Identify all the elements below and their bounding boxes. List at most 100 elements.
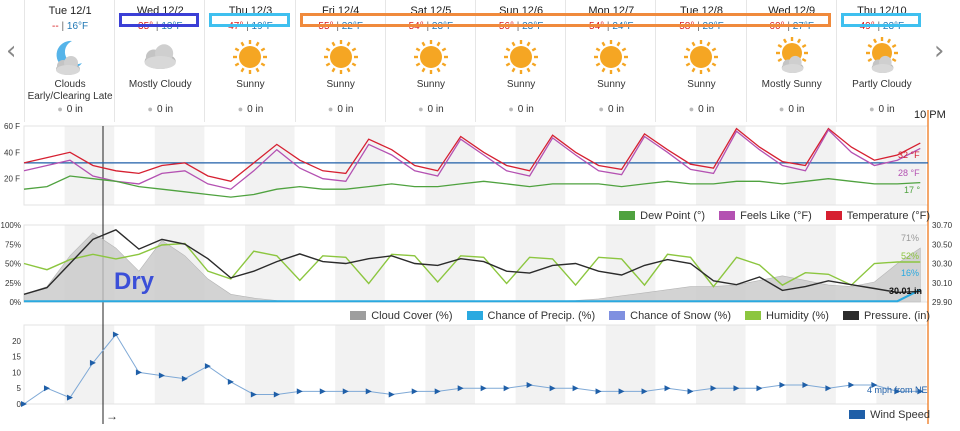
sun-icon (413, 40, 448, 74)
moon-cloud-icon (56, 40, 83, 75)
low-temp: 16°F (66, 21, 89, 32)
legend-swatch (825, 211, 842, 220)
wind-direction-arrow (434, 388, 441, 395)
wind-direction-arrow (204, 363, 211, 370)
y-tick-label: 30.50 (932, 240, 953, 249)
wind-direction-arrow (296, 388, 303, 395)
condition-text: Sunny (597, 79, 626, 90)
night-band (605, 126, 656, 205)
wind-direction-arrow (480, 385, 487, 392)
wind-direction-arrow (227, 378, 234, 385)
dry-annotation: Dry (114, 268, 155, 295)
condition-text: Partly Cloudy (852, 79, 912, 90)
precip-amount: ● 0 in (147, 104, 174, 115)
wind-direction-arrow (457, 385, 464, 392)
prev-arrow-button[interactable]: ‹ (6, 36, 17, 66)
night-band (244, 325, 295, 404)
day-card[interactable]: Tue 12/1 -- | 16°F Clouds Early/Clearing L… (24, 0, 115, 122)
legend-item[interactable]: Feels Like (°F) (719, 210, 812, 222)
y-tick-label: 20 F (4, 175, 20, 184)
pressure-end-label: 30.01 in (889, 286, 923, 296)
condition-text: Clouds Early/Clearing Late (27, 79, 113, 102)
legend-item[interactable]: Pressure. (in) (842, 310, 930, 322)
condition-text: Sunny (236, 79, 265, 90)
legend-item[interactable]: Wind Speed (849, 409, 930, 421)
legend-item[interactable]: Chance of Snow (%) (609, 310, 731, 322)
wind-direction-arrow (710, 385, 717, 392)
sun-icon (233, 40, 268, 74)
night-band (515, 225, 566, 302)
legend-swatch (619, 211, 636, 220)
humidity-line (23, 242, 921, 288)
wind-end-label: 4 mph from NE (867, 385, 928, 395)
wind-legend: Wind Speed (835, 409, 930, 421)
wind-direction-arrow (871, 382, 878, 389)
condition-text: Sunny (416, 79, 446, 90)
raindrop-icon: ● (237, 104, 244, 114)
temperature-legend: Dew Point (°) Feels Like (°F) Temperature … (605, 210, 930, 222)
raindrop-icon: ● (327, 104, 334, 114)
legend-item[interactable]: Cloud Cover (%) (350, 310, 453, 322)
night-band (515, 325, 566, 404)
wind-direction-arrow (641, 388, 648, 395)
arrow-annotation: → (106, 409, 118, 423)
night-band (64, 126, 115, 205)
night-band (695, 126, 746, 205)
night-band (605, 225, 656, 302)
y-tick-label: 0 (17, 400, 22, 409)
wind-direction-arrow (572, 385, 579, 392)
legend-item[interactable]: Dew Point (°) (619, 210, 705, 222)
wind-direction-arrow (388, 391, 395, 398)
condition-text: Sunny (326, 79, 355, 90)
raindrop-icon: ● (147, 104, 153, 114)
legend-item[interactable]: Chance of Precip. (%) (466, 310, 596, 322)
day-card[interactable]: Thu 12/10 49° | 23°F Partly Cloudy ● 0 in (835, 0, 927, 122)
wind-direction-arrow (756, 385, 763, 392)
condition-text: Mostly Cloudy (128, 79, 192, 90)
legend-item[interactable]: Temperature (°F) (825, 210, 930, 222)
sun-icon (684, 40, 719, 74)
night-band (64, 325, 115, 404)
legend-item[interactable]: Humidity (%) (745, 310, 829, 322)
precip-amount: ● 0 in (418, 104, 444, 115)
raindrop-icon: ● (57, 104, 63, 114)
wind-direction-arrow (43, 385, 50, 392)
legend-swatch (350, 311, 367, 320)
dew-point-end-label: 17 ° (904, 185, 921, 195)
raindrop-icon: ● (869, 104, 875, 114)
y-tick-label: 10 (12, 368, 21, 377)
raindrop-icon: ● (778, 104, 785, 114)
cloud-cover-end-label: 71% (901, 233, 920, 243)
sun-icon (594, 40, 629, 74)
precip-amount: ● 0 in (869, 104, 895, 115)
legend-swatch (719, 211, 736, 220)
legend-label: Humidity (%) (766, 310, 829, 322)
legend-label: Feels Like (°F) (740, 210, 812, 222)
wind-direction-arrow (802, 382, 809, 389)
day-name: Tue 12/1 (48, 5, 92, 17)
night-band (605, 325, 656, 404)
wind-direction-arrow (664, 385, 671, 392)
next-arrow-button[interactable]: › (934, 36, 945, 66)
wind-direction-arrow (365, 388, 372, 395)
sun-cloud-icon (865, 37, 898, 73)
precip-amount: ● 0 in (778, 104, 805, 115)
sun-cloud-icon (775, 37, 808, 73)
wind-direction-arrow (848, 382, 855, 389)
day-temps: -- | 16°F (52, 21, 89, 32)
wind-direction-arrow (825, 385, 832, 392)
y-tick-label: 30.10 (932, 279, 953, 288)
sun-icon (323, 40, 358, 74)
y-tick-label: 29.90 (932, 298, 953, 307)
feels-like-line (23, 128, 921, 190)
wind-direction-arrow (595, 388, 602, 395)
raindrop-icon: ● (688, 104, 695, 114)
legend-label: Chance of Precip. (%) (487, 310, 596, 322)
sky-legend: Cloud Cover (%) Chance of Precip. (%) Chan… (336, 310, 930, 322)
legend-swatch (745, 311, 762, 320)
precip-end-label: 16% (901, 268, 920, 278)
y-tick-label: 15 (12, 353, 21, 362)
night-band (244, 126, 295, 205)
time-marker-label: 10 PM (914, 109, 946, 121)
wind-direction-arrow (894, 388, 901, 395)
